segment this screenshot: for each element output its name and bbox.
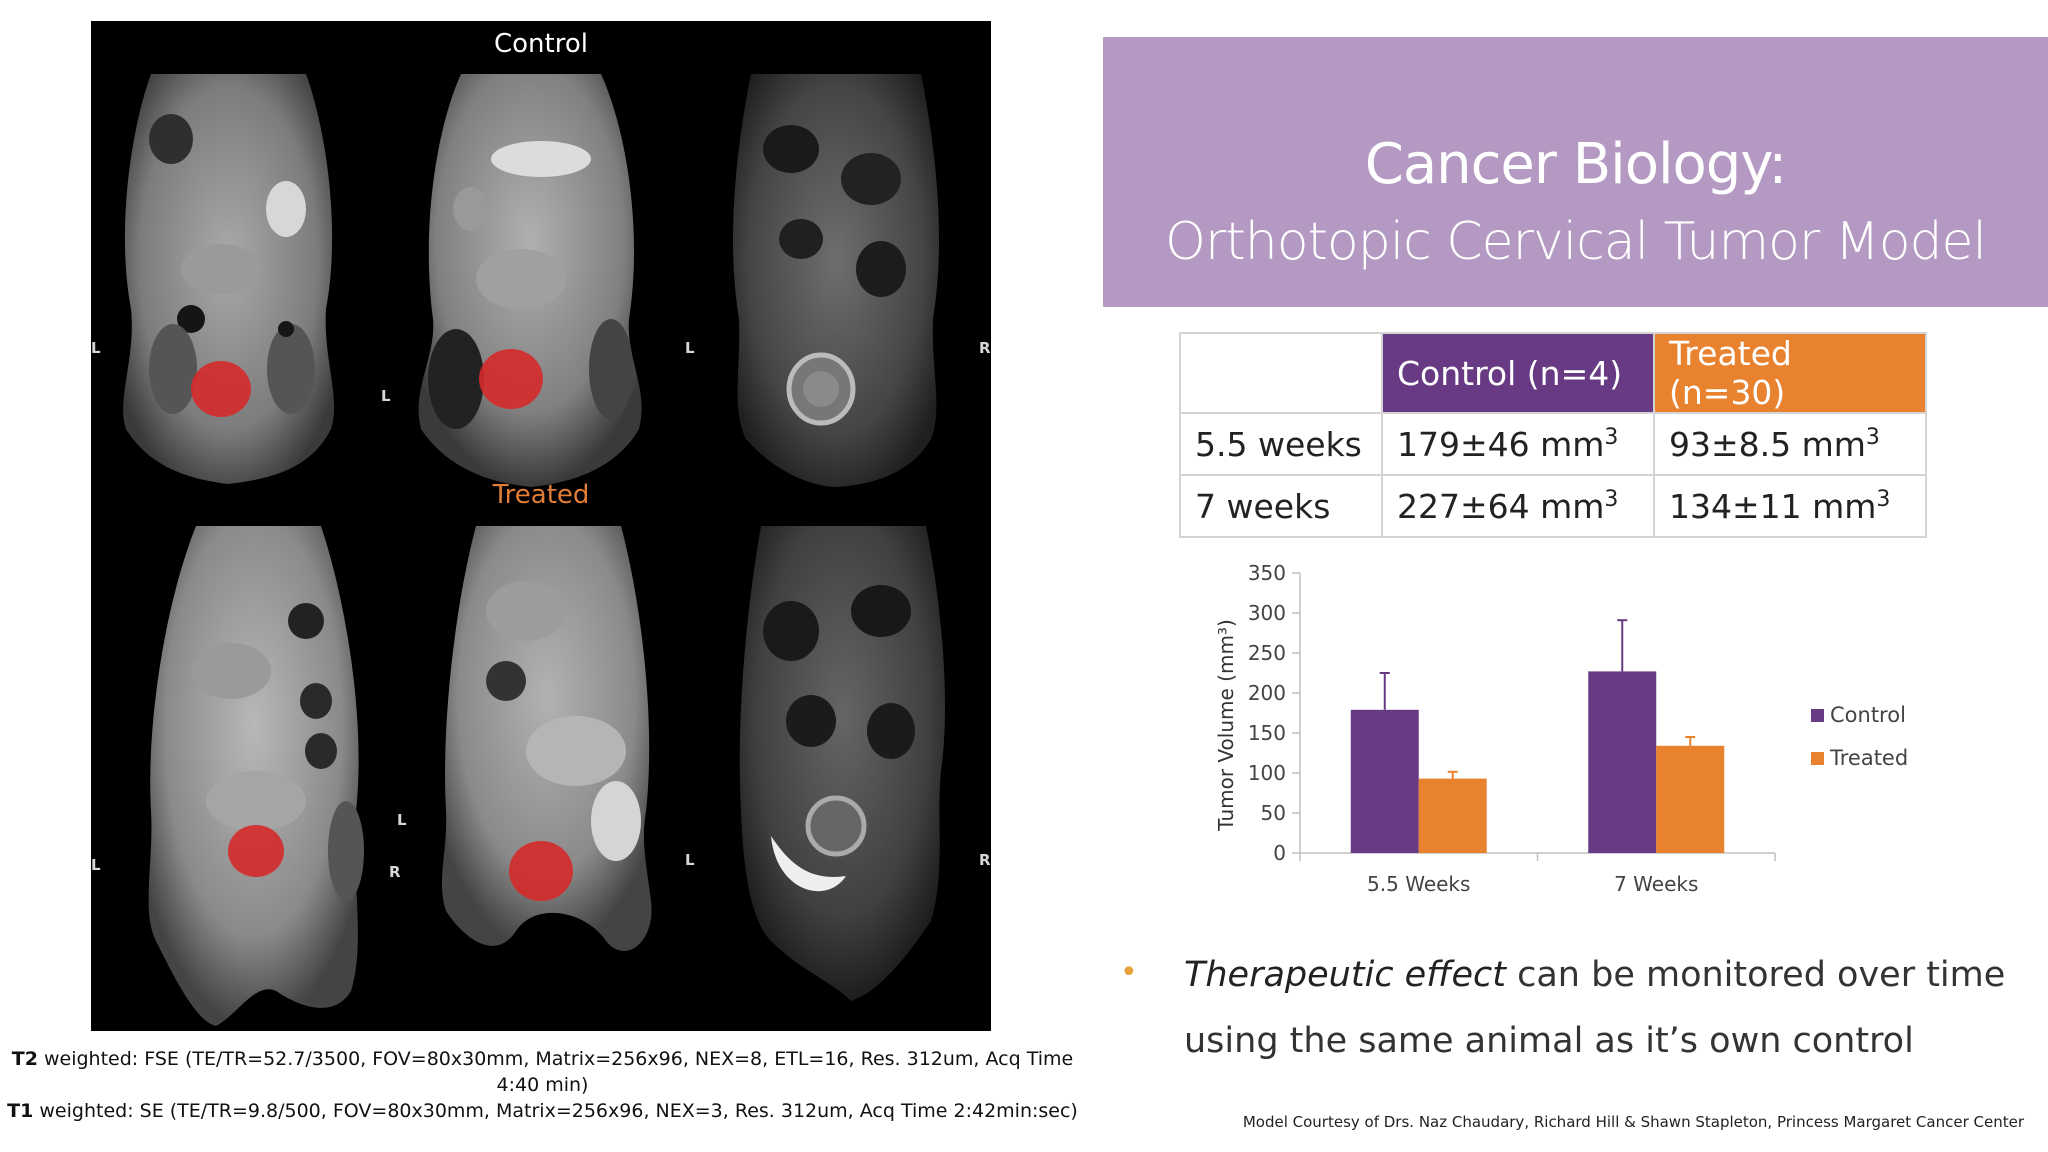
orient-left-label: L bbox=[685, 851, 695, 869]
treated-header: Treated (n=30) bbox=[1653, 332, 1927, 414]
orient-left-label: L bbox=[91, 339, 101, 357]
legend-label-control: Control bbox=[1830, 703, 1906, 727]
x-tick-label: 7 Weeks bbox=[1614, 872, 1698, 896]
bullet-dot-icon: • bbox=[1120, 955, 1138, 990]
y-tick-label: 0 bbox=[1273, 841, 1286, 865]
row-label: 7 weeks bbox=[1179, 474, 1383, 538]
orient-left-label: L bbox=[685, 339, 695, 357]
title-banner: Cancer Biology: Orthotopic Cervical Tumo… bbox=[1103, 37, 2048, 307]
control-mri-row: L L L R bbox=[91, 69, 991, 493]
treated-value-cell: 93±8.5 mm3 bbox=[1653, 412, 1927, 476]
unit-sup: 3 bbox=[1604, 486, 1619, 512]
bullet-emphasis: Therapeutic effect bbox=[1184, 955, 1506, 995]
table-row: 7 weeks 227±64 mm3 134±11 mm3 bbox=[1179, 474, 1927, 538]
slide-subtitle: Orthotopic Cervical Tumor Model bbox=[1165, 212, 1987, 272]
orient-left-label: L bbox=[91, 856, 101, 874]
bullet-text: Therapeutic effect can be monitored over… bbox=[1184, 942, 2044, 1074]
unit-sup: 3 bbox=[1865, 424, 1880, 450]
y-tick-label: 300 bbox=[1248, 601, 1286, 625]
t1-text: weighted: SE (TE/TR=9.8/500, FOV=80x30mm… bbox=[33, 1100, 1078, 1122]
control-mri-image-1 bbox=[111, 69, 346, 493]
t1-label: T1 bbox=[7, 1100, 34, 1122]
bullet-body: can be monitored over time using the sam… bbox=[1184, 955, 2006, 1061]
y-tick-label: 200 bbox=[1248, 681, 1286, 705]
legend-swatch-control bbox=[1811, 709, 1824, 722]
control-value-cell: 179±46 mm3 bbox=[1381, 412, 1655, 476]
acquisition-caption: T2 weighted: FSE (TE/TR=52.7/3500, FOV=8… bbox=[0, 1046, 1085, 1124]
chart-bars bbox=[1350, 619, 1725, 853]
treated-value-cell: 134±11 mm3 bbox=[1653, 474, 1927, 538]
orient-right-label: R bbox=[389, 863, 401, 881]
y-tick-label: 350 bbox=[1248, 561, 1286, 585]
y-tick-label: 150 bbox=[1248, 721, 1286, 745]
orient-right-label: R bbox=[979, 851, 991, 869]
x-tick-label: 5.5 Weeks bbox=[1367, 872, 1470, 896]
control-header: Control (n=4) bbox=[1381, 332, 1655, 414]
treated-mri-image-2 bbox=[436, 521, 666, 1031]
treated-mri-image-3 bbox=[731, 521, 961, 1031]
tumor-volume-bar-chart: Tumor Volume (mm³) 0 50 100 150 200 250 300 350… bbox=[1214, 561, 1908, 896]
y-tick-label: 50 bbox=[1261, 801, 1286, 825]
y-tick-label: 100 bbox=[1248, 761, 1286, 785]
t1-line: T1 weighted: SE (TE/TR=9.8/500, FOV=80x3… bbox=[0, 1098, 1085, 1124]
bar-treated bbox=[1418, 778, 1487, 853]
mri-panel: Control bbox=[91, 21, 991, 1031]
table-header-row: Control (n=4) Treated (n=30) bbox=[1179, 332, 1927, 414]
t2-line: T2 weighted: FSE (TE/TR=52.7/3500, FOV=8… bbox=[0, 1046, 1085, 1098]
t2-text: weighted: FSE (TE/TR=52.7/3500, FOV=80x3… bbox=[37, 1048, 1074, 1096]
bar-control bbox=[1588, 671, 1657, 853]
bar-treated bbox=[1656, 745, 1725, 853]
legend-label-treated: Treated bbox=[1829, 746, 1908, 770]
control-mri-image-3 bbox=[721, 69, 951, 493]
cell-value: 179±46 mm bbox=[1397, 424, 1605, 464]
y-axis-label-group: Tumor Volume (mm³) bbox=[1214, 619, 1238, 831]
orient-left-label: L bbox=[397, 811, 407, 829]
bar-control bbox=[1350, 709, 1419, 853]
unit-sup: 3 bbox=[1876, 486, 1891, 512]
chart-legend: Control Treated bbox=[1811, 703, 1908, 770]
control-value-cell: 227±64 mm3 bbox=[1381, 474, 1655, 538]
treated-mri-image-1 bbox=[136, 521, 381, 1031]
slide-title: Cancer Biology: bbox=[1364, 132, 1788, 197]
legend-swatch-treated bbox=[1811, 752, 1824, 765]
t2-label: T2 bbox=[11, 1048, 38, 1070]
row-label: 5.5 weeks bbox=[1179, 412, 1383, 476]
orient-right-label: R bbox=[979, 339, 991, 357]
credit-line: Model Courtesy of Drs. Naz Chaudary, Ric… bbox=[1242, 1113, 2024, 1131]
table-row: 5.5 weeks 179±46 mm3 93±8.5 mm3 bbox=[1179, 412, 1927, 476]
cell-value: 227±64 mm bbox=[1397, 486, 1605, 526]
chart-axes: 0 50 100 150 200 250 300 350 5.5 Weeks 7 Weeks bbox=[1248, 561, 1776, 896]
treated-caption: Treated bbox=[492, 480, 590, 510]
y-tick-label: 250 bbox=[1248, 641, 1286, 665]
cell-value: 134±11 mm bbox=[1669, 486, 1877, 526]
y-axis-label: Tumor Volume (mm³) bbox=[1214, 619, 1238, 831]
unit-sup: 3 bbox=[1604, 424, 1619, 450]
table-corner-cell bbox=[1179, 332, 1383, 414]
cell-value: 93±8.5 mm bbox=[1669, 424, 1866, 464]
tumor-volume-table: Control (n=4) Treated (n=30) 5.5 weeks 1… bbox=[1179, 332, 1927, 538]
control-mri-image-2 bbox=[411, 69, 651, 493]
control-caption: Control bbox=[494, 29, 588, 59]
orient-left-label: L bbox=[381, 387, 391, 405]
treated-mri-row: L L R L R bbox=[91, 521, 991, 1031]
